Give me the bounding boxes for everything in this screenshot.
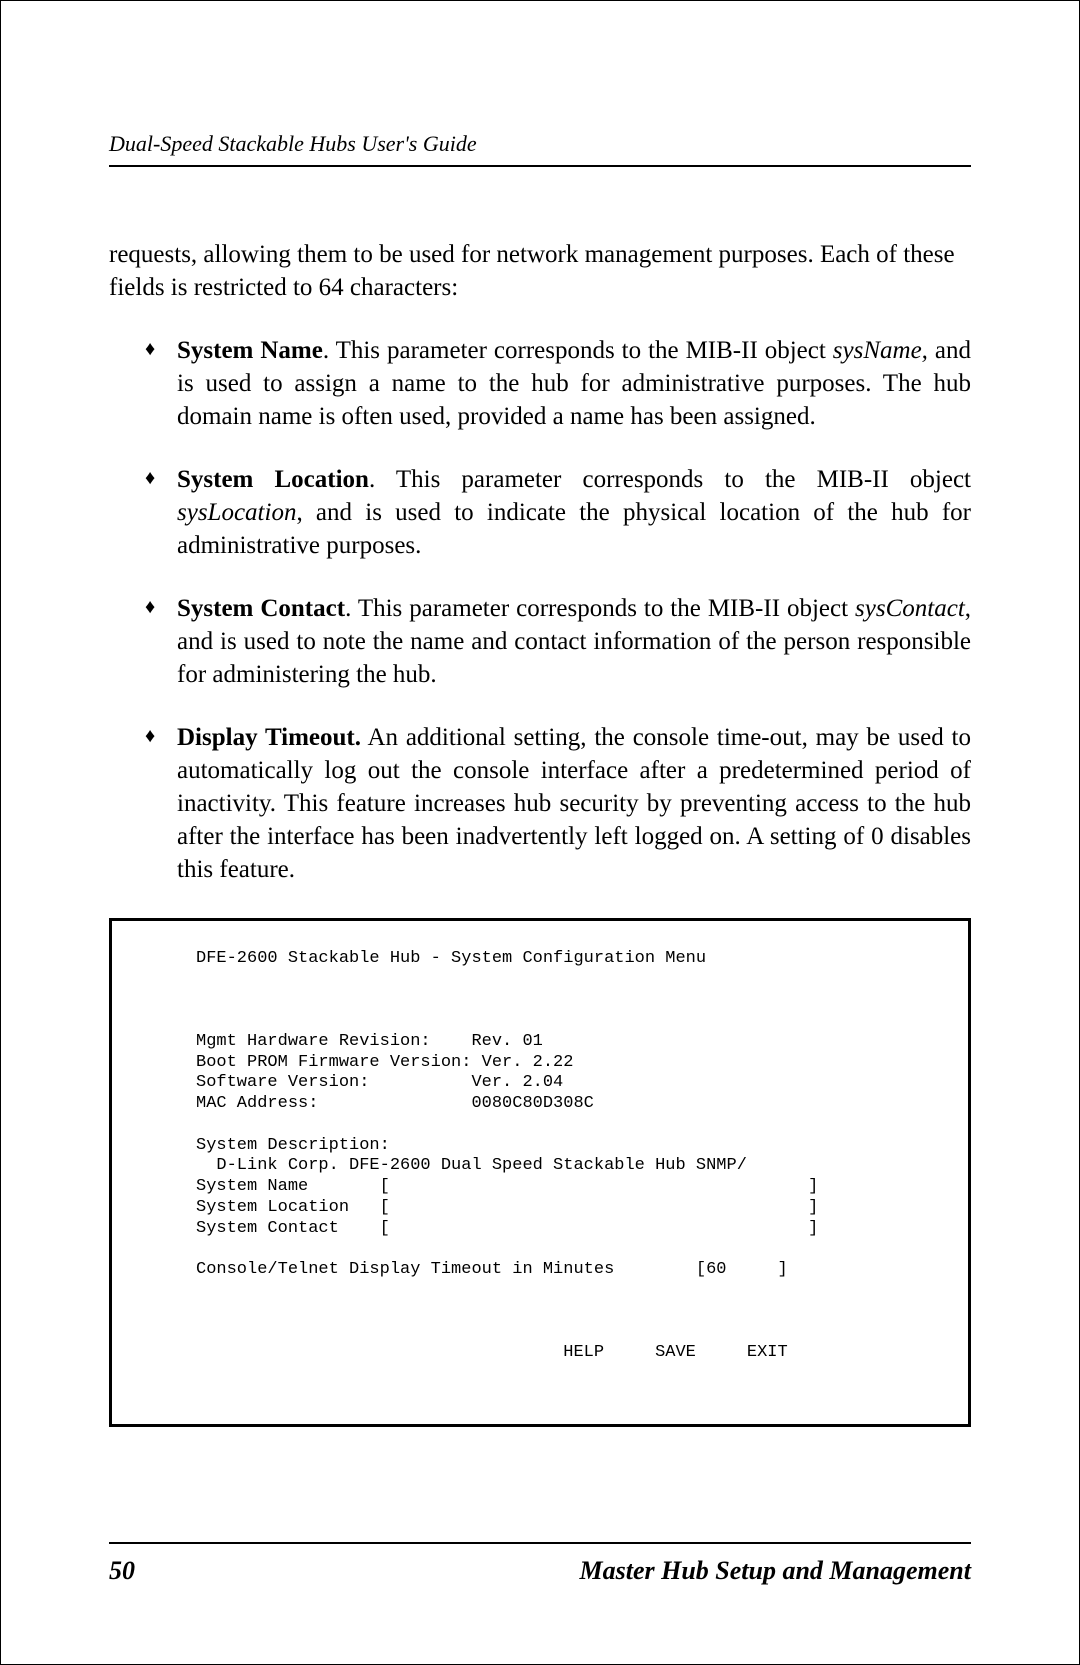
bullet-after: This parameter corresponds to the MIB-II… [329, 337, 833, 364]
footer-title: Master Hub Setup and Management [579, 1556, 971, 1586]
footer: 50 Master Hub Setup and Management [109, 1542, 971, 1586]
terminal-screenshot: DFE-2600 Stackable Hub - System Configur… [109, 918, 971, 1427]
terminal-sys-desc-label: System Description: [196, 1136, 390, 1155]
bullet-title: Display Timeout. [177, 724, 361, 751]
terminal-sw-ver: Software Version: Ver. 2.04 [196, 1073, 563, 1092]
bullet-italic: sysContact [855, 595, 965, 622]
bullet-item-system-location: System Location. This parameter correspo… [145, 463, 971, 562]
terminal-mac: MAC Address: 0080C80D308C [196, 1094, 594, 1113]
bullet-title: System Name [177, 337, 323, 364]
bullet-title: System Contact [177, 595, 345, 622]
bullet-item-display-timeout: Display Timeout. An additional setting, … [145, 721, 971, 886]
terminal-title: DFE-2600 Stackable Hub - System Configur… [196, 949, 706, 968]
terminal-sys-location: System Location [ ] [196, 1198, 818, 1217]
bullet-list: System Name. This parameter corresponds … [109, 334, 971, 886]
terminal-buttons: HELP SAVE EXIT [196, 1343, 788, 1362]
terminal-sys-contact: System Contact [ ] [196, 1219, 818, 1238]
terminal-hw-rev: Mgmt Hardware Revision: Rev. 01 [196, 1032, 543, 1051]
page-number: 50 [109, 1556, 135, 1586]
terminal-timeout: Console/Telnet Display Timeout in Minute… [196, 1260, 788, 1279]
intro-paragraph: requests, allowing them to be used for n… [109, 239, 971, 304]
bullet-item-system-contact: System Contact. This parameter correspon… [145, 592, 971, 691]
bullet-after: This parameter corresponds to the MIB-II… [351, 595, 855, 622]
bullet-item-system-name: System Name. This parameter corresponds … [145, 334, 971, 433]
bullet-italic: sysLocation [177, 499, 296, 526]
header-title: Dual-Speed Stackable Hubs User's Guide [109, 131, 971, 167]
terminal-sys-name: System Name [ ] [196, 1177, 818, 1196]
bullet-after: This parameter corresponds to the MIB-II… [375, 466, 971, 493]
terminal-boot-prom: Boot PROM Firmware Version: Ver. 2.22 [196, 1053, 573, 1072]
terminal-sys-desc: D-Link Corp. DFE-2600 Dual Speed Stackab… [196, 1156, 747, 1175]
bullet-title: System Location [177, 466, 369, 493]
bullet-italic: sysName, [833, 337, 928, 364]
bullet-rest: , and is used to indicate the physical l… [177, 499, 971, 559]
